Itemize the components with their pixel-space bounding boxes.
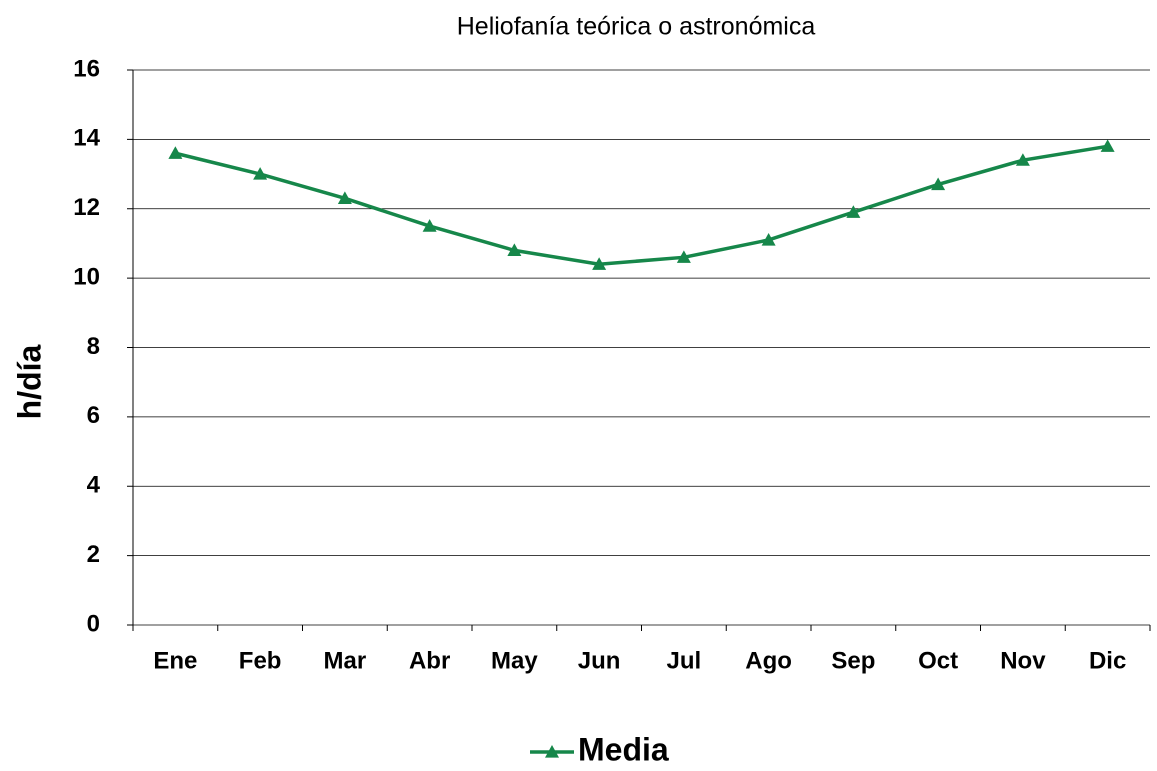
chart-title: Heliofanía teórica o astronómica [457, 13, 816, 41]
x-tick-label: Sep [831, 647, 875, 674]
y-tick-label: 0 [87, 610, 100, 637]
data-point [761, 232, 776, 246]
series-line [174, 144, 1108, 267]
data-point [507, 243, 522, 256]
legend-label: Media [578, 731, 669, 767]
data-point [1015, 153, 1030, 166]
x-tick-label: Feb [239, 647, 282, 674]
x-tick-label: Nov [1000, 647, 1046, 674]
x-tick-label: Oct [918, 647, 958, 674]
x-tick-label: Mar [324, 647, 367, 674]
data-point [676, 250, 691, 263]
y-tick-label: 10 [73, 263, 100, 290]
legend-marker [545, 745, 559, 758]
data-point [253, 167, 268, 180]
data-point [168, 146, 183, 159]
y-tick-label: 14 [73, 125, 100, 152]
y-axis-label: h/día [11, 344, 47, 419]
data-point [337, 191, 352, 204]
y-tick-label: 6 [87, 402, 100, 429]
data-point [1100, 139, 1115, 152]
y-tick-label: 12 [73, 194, 100, 221]
data-point [422, 219, 437, 232]
x-tick-label: Abr [409, 647, 450, 674]
x-tick-label: Jul [667, 647, 702, 674]
x-tick-label: Ago [745, 647, 792, 674]
y-tick-label: 2 [87, 541, 100, 568]
x-tick-label: May [491, 647, 538, 674]
y-tick-label: 16 [73, 55, 100, 82]
data-point [592, 257, 607, 270]
y-tick-label: 8 [87, 333, 100, 360]
data-point [846, 205, 861, 218]
data-point [931, 177, 946, 191]
y-tick-label: 4 [87, 472, 101, 499]
x-tick-label: Jun [578, 647, 621, 674]
x-tick-label: Ene [153, 647, 197, 674]
x-tick-label: Dic [1089, 647, 1126, 674]
